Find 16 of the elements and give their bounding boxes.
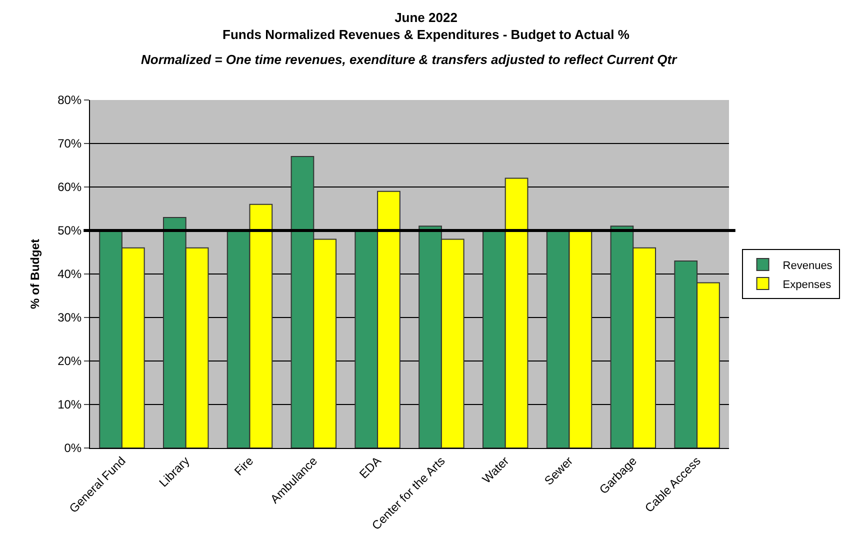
y-tick-label: 20% — [58, 354, 82, 368]
chart-subtitle: Funds Normalized Revenues & Expenditures - Budget to Actual % — [222, 26, 630, 42]
y-tick-label: 40% — [58, 267, 82, 282]
chart-title: June 2022 — [394, 10, 458, 25]
y-tick-label: 80% — [58, 93, 82, 108]
x-tick-label: Fire — [232, 454, 256, 478]
y-tick-label: 0% — [64, 441, 82, 456]
y-tick-label: 30% — [58, 310, 82, 325]
legend-label: Expenses — [782, 278, 832, 291]
y-tick-label: 50% — [58, 224, 82, 238]
y-tick-label: 70% — [58, 136, 82, 151]
y-axis-title: % of Budget — [28, 239, 42, 309]
y-tick-label: 60% — [58, 180, 82, 194]
legend-label: Revenues — [782, 260, 833, 272]
text: Normalized = One time revenues, exenditure & transfers adjusted to reflect Current Qtr — [141, 52, 678, 67]
y-tick-label: 10% — [58, 398, 82, 412]
